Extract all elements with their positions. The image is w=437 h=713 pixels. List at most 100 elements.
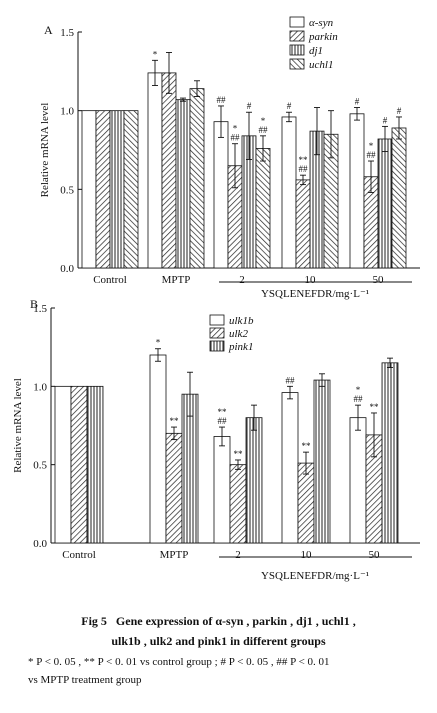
significance-mark: * — [153, 49, 158, 59]
bar — [147, 72, 163, 269]
bar — [213, 121, 229, 269]
bar — [255, 148, 271, 269]
bar — [81, 110, 97, 269]
bar — [149, 354, 167, 544]
legend-entry: dj1 — [309, 45, 323, 57]
panel-label: B — [30, 297, 38, 311]
x-tick-label: Control — [62, 549, 96, 561]
legend-swatch — [209, 314, 225, 326]
bar — [381, 362, 399, 544]
x-axis-label: YSQLENEFDR/mg·L⁻¹ — [261, 570, 369, 582]
legend-swatch — [289, 30, 305, 42]
x-tick-label: MPTP — [160, 549, 189, 561]
significance-mark: * — [356, 385, 361, 395]
bar — [86, 385, 104, 544]
significance-mark: ** — [302, 441, 312, 451]
bar — [109, 110, 125, 269]
x-axis-label: YSQLENEFDR/mg·L⁻¹ — [261, 288, 369, 300]
caption-title-line2: ulk1b , ulk2 and pink1 in different grou… — [111, 634, 326, 648]
x-tick-label: 50 — [369, 549, 381, 561]
legend-entry: α-syn — [309, 17, 334, 29]
legend-swatch — [289, 16, 305, 28]
y-axis-label: Relative mRNA level — [39, 103, 51, 198]
legend-entry: parkin — [308, 31, 338, 43]
significance-mark: ** — [370, 402, 380, 412]
significance-mark: * — [156, 338, 161, 348]
x-tick-label: 50 — [373, 274, 385, 286]
bar — [189, 88, 205, 269]
significance-mark: # — [287, 101, 292, 111]
significance-mark: # — [355, 97, 360, 107]
bar — [281, 392, 299, 544]
legend-swatch — [289, 58, 305, 70]
bar — [213, 436, 231, 544]
y-axis-label: Relative mRNA level — [12, 378, 24, 473]
chart-panel-b: 0.0 0.5 1.0 1.5B Relative mRNA level Control *… — [12, 297, 420, 582]
significance-mark: ** — [218, 407, 228, 417]
bar — [349, 113, 365, 269]
bar — [377, 138, 393, 269]
y-tick-label: 0.5 — [33, 460, 47, 472]
x-tick-label: 2 — [235, 549, 241, 561]
x-tick-label: 10 — [301, 549, 313, 561]
bar — [54, 385, 72, 544]
legend: α-syn parkin dj1 uchl1 — [289, 16, 338, 71]
significance-mark: ** — [170, 416, 180, 426]
bar — [297, 462, 315, 544]
x-tick-label: 2 — [239, 274, 245, 286]
significance-mark: * — [233, 124, 238, 134]
legend-entry: ulk1b — [229, 315, 254, 327]
y-tick-label: 1.5 — [33, 303, 47, 315]
legend-swatch — [289, 44, 305, 56]
caption-note-line1: * P < 0. 05 , ** P < 0. 01 vs control gr… — [28, 656, 330, 668]
y-tick-label: 1.0 — [33, 381, 47, 393]
legend-entry: pink1 — [228, 341, 253, 353]
y-tick-label: 0.0 — [33, 538, 47, 550]
significance-mark: ## — [259, 125, 269, 135]
significance-mark: * — [261, 116, 266, 126]
bar — [313, 379, 331, 544]
significance-mark: ## — [231, 133, 241, 143]
caption-title-line1: Fig 5 Gene expression of α-syn , parkin … — [0, 614, 437, 629]
caption-title-text: Gene expression of α-syn , parkin , dj1 … — [115, 614, 356, 628]
bar — [229, 464, 247, 544]
significance-mark: ** — [234, 449, 244, 459]
significance-mark: ## — [367, 150, 377, 160]
caption-note-line2: vs MPTP treatment group — [28, 674, 142, 686]
bar — [175, 99, 191, 269]
figure: 0.0 0.5 1.0 1.5 A Relative mRNA level Control *… — [12, 16, 420, 582]
significance-mark: # — [383, 115, 388, 125]
legend-swatch — [209, 340, 225, 352]
significance-mark: ## — [217, 95, 227, 105]
significance-mark: # — [397, 106, 402, 116]
bar — [245, 417, 263, 544]
bar — [70, 385, 88, 544]
bar — [281, 116, 297, 269]
bar — [165, 432, 183, 544]
x-tick-label: 10 — [305, 274, 317, 286]
y-tick-label: 0.0 — [60, 263, 74, 275]
significance-mark: ## — [286, 375, 296, 385]
x-tick-label: MPTP — [162, 274, 191, 286]
significance-mark: ## — [354, 394, 364, 404]
bar — [391, 127, 407, 269]
x-tick-label: Control — [93, 274, 127, 286]
chart-panel-a: 0.0 0.5 1.0 1.5 A Relative mRNA level Control *… — [39, 16, 420, 300]
legend-entry: ulk2 — [229, 328, 248, 340]
legend-swatch — [209, 327, 225, 339]
bar — [123, 110, 139, 269]
bar — [349, 417, 367, 544]
bar — [95, 110, 111, 269]
significance-mark: # — [247, 101, 252, 111]
bar — [161, 72, 177, 269]
significance-mark: * — [369, 141, 374, 151]
significance-mark: ## — [218, 416, 228, 426]
panel-label: A — [44, 23, 53, 37]
significance-mark: ** — [299, 155, 309, 165]
y-tick-label: 1.5 — [60, 27, 74, 39]
significance-mark: ## — [299, 164, 309, 174]
caption-fig-label: Fig 5 — [81, 614, 107, 628]
y-tick-label: 0.5 — [60, 184, 74, 196]
legend-entry: uchl1 — [309, 59, 333, 71]
